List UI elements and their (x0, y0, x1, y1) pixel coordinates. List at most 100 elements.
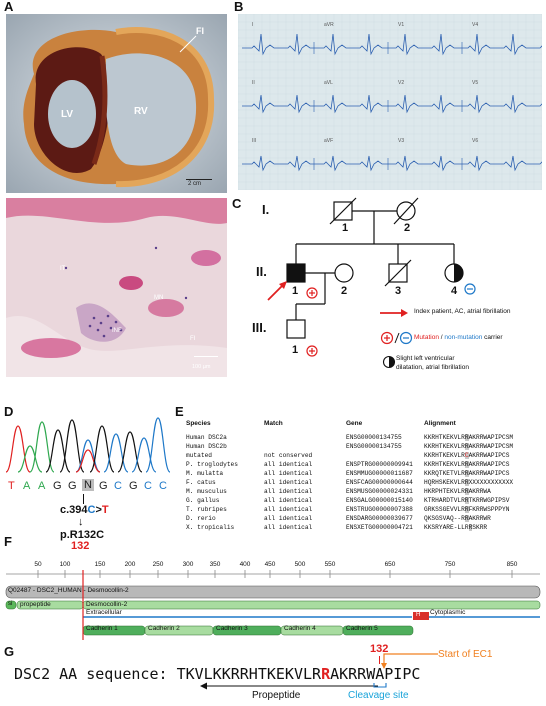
legend-slight-line1: Slight left ventricular (396, 355, 455, 362)
ecg-trace (242, 155, 546, 172)
header-alignment: Alignment (424, 420, 456, 427)
cadherin-label: Cadherin 4 (284, 625, 316, 632)
gene-cell: ENSG00000134755 (346, 434, 402, 441)
chain-bar (82, 600, 541, 610)
lv-label: LV (61, 109, 74, 120)
start-ec1-arrow (381, 653, 438, 669)
index-arrowhead (279, 281, 287, 289)
cadherin-label: Cadherin 5 (346, 625, 378, 632)
id-iii1: 1 (292, 344, 299, 356)
alignment-pre: KKRQTKETVLR (424, 470, 465, 477)
panel-label-d: D (4, 404, 14, 419)
ruler-tick-label: 100 (60, 561, 71, 568)
ecg-lead-label: V5 (472, 80, 479, 86)
ecg-lead-label: V1 (398, 22, 405, 28)
ecg-lead-label: aVF (324, 138, 334, 144)
alignment-pre: HKRPHTEKVLR (424, 488, 465, 495)
index-arrow (267, 283, 285, 301)
match-cell: all identical (264, 497, 313, 504)
alignment-post: AKRRWAPIPCS (468, 470, 510, 477)
match-cell: all identical (264, 515, 313, 522)
alignment-cell: GRKSSGEVVLRRFKRRWSPPPYN (424, 506, 509, 513)
signal-peptide-bar (5, 600, 17, 610)
match-cell: all identical (264, 488, 313, 495)
ruler-tick-label: 550 (325, 561, 336, 568)
id-ii2: 2 (341, 285, 348, 297)
quarter-fill (454, 264, 463, 273)
base-call-row: T A A G G N G C G C C (6, 479, 172, 494)
id-i2: 2 (404, 222, 411, 234)
alignment-table: Species Match Gene Alignment Human DSC2a… (186, 420, 542, 532)
species-cell: P. troglodytes (186, 461, 238, 468)
pedigree-female-ii2 (334, 263, 354, 283)
alignment-post: SKRR (472, 524, 488, 531)
base-call: T (8, 480, 15, 492)
it-label: IT (60, 266, 66, 272)
base-call: C (144, 480, 152, 492)
start-ec1-label: Start of EC1 (438, 649, 493, 660)
alignment-pre: QKSGSVAQ--R (424, 515, 465, 522)
histo-scale-bar (194, 356, 218, 357)
mutation-tick (83, 494, 84, 504)
ruler-tick-label: 750 (445, 561, 456, 568)
species-cell: D. rerio (186, 515, 216, 522)
propeptide-arrow (200, 682, 378, 690)
pedigree-male-iii1 (286, 319, 306, 339)
sequence-label: DSC2 AA sequence: (14, 665, 168, 683)
alignment-cell: KKRQTKETVLRRAKRRWAPIPCS (424, 470, 509, 477)
species-cell: T. rubripes (186, 506, 227, 513)
ecg-trace (242, 94, 546, 114)
match-cell: all identical (264, 524, 313, 531)
ecg-lead-label: aVL (324, 80, 333, 86)
base-call: G (68, 480, 77, 492)
alignment-post: AKRRWAPIPCS (468, 452, 510, 459)
alignment-cell: QKSGSVAQ--RRAKRRWR (424, 515, 491, 522)
legend-carrier-word: carrier (484, 334, 503, 341)
mutation-ref: C (87, 504, 96, 516)
fi-pointer-line (179, 35, 197, 53)
ecg-lead-label: II (252, 80, 255, 86)
aa-sequence-line: DSC2 AA sequence: TKVLKKRRHTKEKVLRRAKRRW… (14, 665, 420, 683)
match-cell: all identical (264, 479, 313, 486)
sequence-mature: AKRRWAPIPC (330, 665, 421, 683)
ruler-tick-label: 850 (507, 561, 518, 568)
alignment-cell: KKRHTKEKVLRRAKRRWAPIPCS (424, 461, 509, 468)
alignment-highlight: R (464, 443, 469, 450)
ruler-tick-label: 150 (95, 561, 106, 568)
match-cell: all identical (264, 461, 313, 468)
quarter-fill (454, 273, 463, 282)
cleavage-site-bracket (373, 683, 387, 688)
propeptide-g-label: Propeptide (252, 690, 301, 701)
seq-marker-132: 132 (370, 643, 389, 655)
fi-label: FI (196, 26, 204, 36)
protein-bar-label: Q02487 - DSC2_HUMAN - Desmocollin-2 (8, 587, 129, 594)
alignment-post: AKRRWA (468, 488, 491, 495)
legend-carrier-text: Mutation / non-mutation carrier (414, 334, 503, 341)
mutation-arrow: > (95, 504, 102, 516)
gene-cell: ENSDARG00000039677 (346, 515, 413, 522)
alignment-cell: HKRPHTEKVLRRAKRRWA (424, 488, 491, 495)
cadherin-label: Cadherin 1 (86, 625, 118, 632)
legend-slight-line2: dilatation, atrial fibrillation (396, 364, 469, 371)
base-call: A (23, 480, 31, 492)
alignment-post: TKRRWGPIPSV (468, 497, 510, 504)
generation-ii-label: II. (256, 264, 267, 279)
ecg-lead-label: V6 (472, 138, 479, 144)
alignment-highlight: R (464, 434, 469, 441)
panel-label-b: B (234, 0, 244, 14)
cadherin-domain-5 (342, 625, 414, 636)
species-cell: F. catus (186, 479, 216, 486)
alignment-pre: KKRHTKEKVLR (424, 452, 465, 459)
generation-iii-label: III. (252, 320, 267, 335)
alignment-highlight: C (464, 452, 469, 459)
id-ii4: 4 (451, 285, 458, 297)
species-cell: mutated (186, 452, 212, 459)
heart-illustration (6, 14, 227, 193)
match-cell: all identical (264, 470, 313, 477)
heart-cross-section-photo: FI LV RV 2 cm (6, 14, 227, 193)
gene-cell: ENSPTRG00000009941 (346, 461, 413, 468)
alignment-post: XXXXXXXXXXXX (468, 479, 514, 486)
generation-i-label: I. (262, 202, 270, 217)
marker-132-label: 132 (71, 540, 90, 552)
chain-label: Desmocollin-2 (86, 601, 128, 608)
